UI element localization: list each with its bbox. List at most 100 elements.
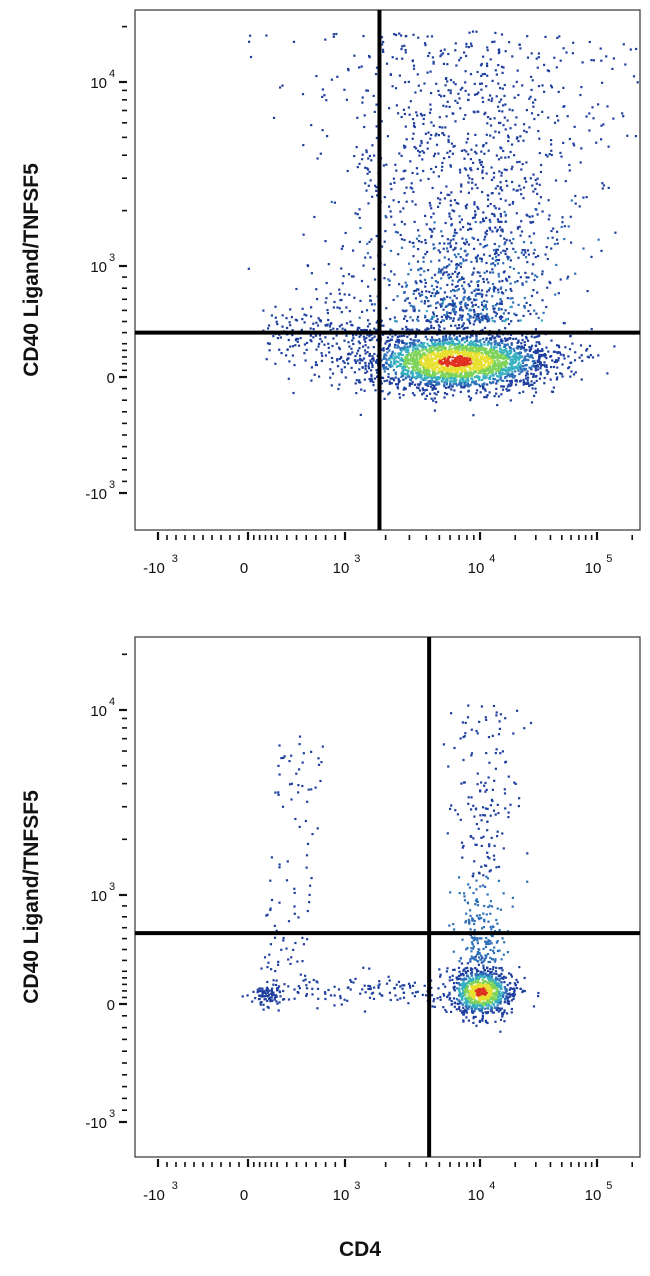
event-dot <box>517 140 520 143</box>
event-dot <box>316 298 319 301</box>
event-dot <box>462 277 465 280</box>
event-dot <box>389 362 392 365</box>
event-dot <box>531 383 534 386</box>
event-dot <box>315 288 318 291</box>
event-dot <box>515 358 518 361</box>
event-dot <box>574 272 577 275</box>
event-dot <box>449 92 452 95</box>
event-dot <box>492 171 496 175</box>
event-dot <box>375 66 379 69</box>
event-dot <box>508 41 511 44</box>
event-dot <box>329 292 332 295</box>
event-dot <box>418 154 421 157</box>
event-dot <box>554 293 557 296</box>
event-dot <box>529 95 532 98</box>
event-dot <box>448 193 451 197</box>
event-dot <box>424 361 427 364</box>
event-dot <box>420 142 423 145</box>
event-dot <box>497 291 500 294</box>
event-dot <box>517 319 520 322</box>
event-dot <box>519 351 522 354</box>
event-dot <box>363 378 366 381</box>
event-dot <box>534 187 537 191</box>
event-dot <box>413 308 416 311</box>
event-dot <box>479 243 482 246</box>
event-dot <box>437 345 440 348</box>
event-dot <box>444 1008 447 1012</box>
event-dot <box>453 307 456 310</box>
event-dot <box>573 144 576 147</box>
event-dot <box>503 94 506 97</box>
event-dot <box>418 359 421 362</box>
event-dot <box>426 250 429 253</box>
event-dot <box>493 40 496 43</box>
event-dot <box>491 366 494 369</box>
event-dot <box>303 343 306 346</box>
event-dot <box>478 371 481 374</box>
event-dot <box>321 129 324 132</box>
event-dot <box>509 287 512 291</box>
event-dot <box>462 972 465 975</box>
event-dot <box>455 378 458 381</box>
event-dot <box>471 374 474 377</box>
event-dot <box>441 362 444 365</box>
event-dot <box>312 336 315 339</box>
event-dot <box>451 209 454 212</box>
event-dot <box>458 340 461 344</box>
event-dot <box>496 355 499 358</box>
event-dot <box>522 314 525 317</box>
event-dot <box>405 186 408 189</box>
event-dot <box>364 256 367 259</box>
event-dot <box>381 333 385 336</box>
event-dot <box>496 977 499 980</box>
event-dot <box>395 33 398 37</box>
event-dot <box>557 344 560 347</box>
event-dot <box>387 347 390 350</box>
event-dot <box>457 989 461 992</box>
event-dot <box>450 350 453 353</box>
event-dot <box>435 353 439 356</box>
event-dot <box>406 372 409 375</box>
event-dot <box>561 375 564 378</box>
event-dot <box>395 57 398 60</box>
event-dot <box>533 365 536 368</box>
event-dot <box>270 314 273 317</box>
event-dot <box>481 293 484 296</box>
event-dot <box>535 379 538 382</box>
event-dot <box>381 245 384 248</box>
event-dot <box>448 979 451 982</box>
event-dot <box>512 367 516 370</box>
event-dot <box>483 113 486 116</box>
event-dot <box>491 305 495 308</box>
event-dot <box>400 34 403 37</box>
event-dot <box>247 267 250 270</box>
event-dot <box>474 368 478 371</box>
event-dot <box>431 336 434 339</box>
event-dot <box>501 292 504 295</box>
event-dot <box>464 205 467 208</box>
event-dot <box>479 976 482 979</box>
event-dot <box>447 277 450 280</box>
event-dot <box>480 995 483 998</box>
event-dot <box>495 966 498 969</box>
event-dot <box>469 322 472 325</box>
event-dot <box>502 262 505 265</box>
event-dot <box>481 993 484 996</box>
event-dot <box>427 320 430 323</box>
event-dot <box>426 338 429 341</box>
event-dot <box>534 365 537 368</box>
event-dot <box>418 355 422 358</box>
event-dot <box>431 56 434 59</box>
event-dot <box>407 362 410 365</box>
event-dot <box>402 144 406 147</box>
event-dot <box>474 150 477 153</box>
event-dot <box>556 238 559 241</box>
event-dot <box>404 343 407 346</box>
event-dot <box>489 1005 492 1008</box>
event-dot <box>460 338 464 341</box>
event-dot <box>422 377 425 380</box>
event-dot <box>526 339 530 342</box>
event-dot <box>486 244 489 247</box>
event-dot <box>429 321 432 324</box>
event-dot <box>585 349 588 352</box>
